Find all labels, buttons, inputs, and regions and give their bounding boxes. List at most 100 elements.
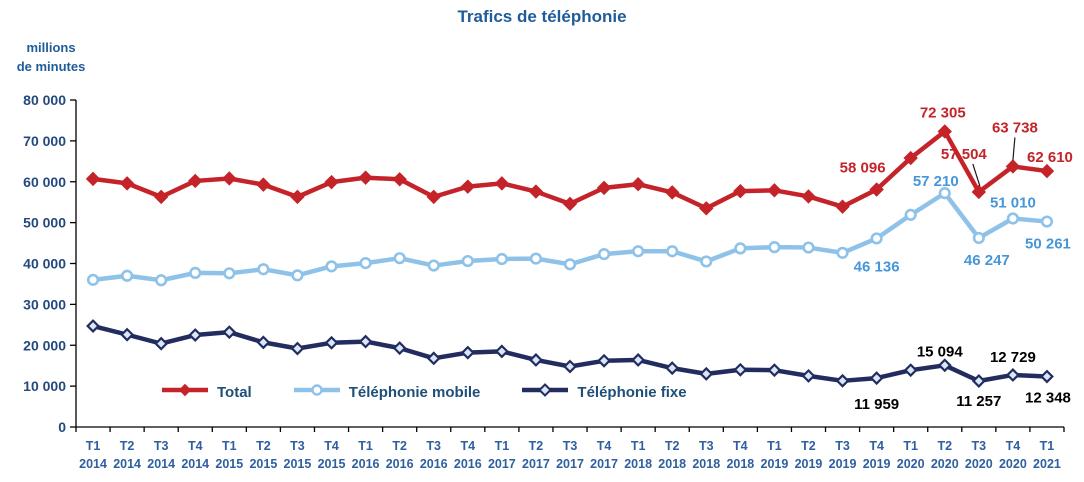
legend-item-total: Total <box>160 382 252 403</box>
svg-text:2015: 2015 <box>249 457 277 471</box>
legend-item-fixe: Téléphonie fixe <box>520 382 687 403</box>
mobile-legend-swatch <box>293 384 340 396</box>
data-label-mobile: 57 210 <box>913 173 959 190</box>
legend-label-mobile: Téléphonie mobile <box>348 384 481 401</box>
svg-text:T4: T4 <box>597 439 612 453</box>
svg-text:T1: T1 <box>903 439 918 453</box>
series-markers-fixe <box>86 319 1054 388</box>
svg-text:2020: 2020 <box>897 457 925 471</box>
y-axis-unit-line1: millions <box>26 40 76 55</box>
series-markers-mobile <box>86 187 1054 287</box>
y-axis-tick-labels: 0 10 000 20 000 30 000 40 000 50 000 60 000 70 … <box>23 92 76 435</box>
data-label-total: 58 096 <box>840 160 886 177</box>
svg-text:2018: 2018 <box>624 457 652 471</box>
svg-text:20 000: 20 000 <box>23 337 66 353</box>
data-label-total: 72 305 <box>920 104 966 121</box>
svg-text:2016: 2016 <box>454 457 482 471</box>
svg-text:T1: T1 <box>1040 439 1055 453</box>
svg-text:T3: T3 <box>426 439 441 453</box>
svg-text:2015: 2015 <box>284 457 312 471</box>
svg-text:T1: T1 <box>86 439 101 453</box>
svg-text:2019: 2019 <box>795 457 823 471</box>
svg-text:T1: T1 <box>631 439 646 453</box>
svg-text:T3: T3 <box>154 439 169 453</box>
svg-text:2017: 2017 <box>590 457 618 471</box>
svg-text:2016: 2016 <box>352 457 380 471</box>
svg-text:T4: T4 <box>869 439 884 453</box>
svg-text:T1: T1 <box>767 439 782 453</box>
svg-text:T3: T3 <box>699 439 714 453</box>
svg-text:T2: T2 <box>529 439 544 453</box>
svg-text:T4: T4 <box>1006 439 1021 453</box>
legend-item-mobile: Téléphonie mobile <box>292 382 481 403</box>
svg-text:2014: 2014 <box>113 457 141 471</box>
svg-text:2014: 2014 <box>147 457 175 471</box>
x-axis-tick-labels: T1 2014 T2 2014 T3 2014 T4 2014 T1 2015 T2 2015 T3 20… <box>75 427 1065 471</box>
chart-legend: Total Téléphonie mobile Téléphonie fixe <box>160 382 687 403</box>
data-label-total: 57 504 <box>941 146 988 163</box>
svg-text:2016: 2016 <box>420 457 448 471</box>
svg-text:2015: 2015 <box>318 457 346 471</box>
data-label-fixe: 11 257 <box>956 393 1001 410</box>
data-label-fixe: 12 348 <box>1025 390 1071 407</box>
svg-text:0: 0 <box>58 419 66 435</box>
y-axis-unit-label: millions de minutes <box>6 38 96 76</box>
legend-label-total: Total <box>217 384 252 401</box>
svg-text:2018: 2018 <box>658 457 686 471</box>
svg-text:2015: 2015 <box>215 457 243 471</box>
data-label-mobile: 46 247 <box>964 252 1010 269</box>
series-markers-total <box>85 124 1055 216</box>
svg-text:2020: 2020 <box>931 457 959 471</box>
fixe-legend-swatch <box>522 383 569 397</box>
svg-text:70 000: 70 000 <box>23 133 66 149</box>
svg-text:T2: T2 <box>392 439 407 453</box>
svg-text:T2: T2 <box>256 439 271 453</box>
svg-text:2018: 2018 <box>726 457 754 471</box>
data-label-total: 63 738 <box>992 119 1038 136</box>
svg-text:T2: T2 <box>120 439 135 453</box>
mobile-series-marker-icon <box>292 382 342 403</box>
data-label-fixe: 12 729 <box>990 349 1036 366</box>
series-data-labels-fixe: 11 959 15 094 11 257 12 729 12 348 <box>854 343 1071 413</box>
svg-text:60 000: 60 000 <box>23 174 66 190</box>
legend-label-fixe: Téléphonie fixe <box>577 384 687 401</box>
data-label-mobile: 50 261 <box>1025 236 1071 253</box>
data-label-fixe: 15 094 <box>917 343 964 360</box>
svg-text:T4: T4 <box>324 439 339 453</box>
svg-text:2016: 2016 <box>386 457 414 471</box>
series-mobile <box>86 187 1054 287</box>
svg-text:2020: 2020 <box>999 457 1027 471</box>
data-label-fixe: 11 959 <box>854 396 899 413</box>
data-label-mobile: 46 136 <box>854 258 900 275</box>
svg-text:10 000: 10 000 <box>23 378 66 394</box>
svg-text:2019: 2019 <box>863 457 891 471</box>
svg-text:T3: T3 <box>563 439 578 453</box>
svg-text:T4: T4 <box>188 439 203 453</box>
svg-text:T1: T1 <box>222 439 237 453</box>
svg-text:T1: T1 <box>495 439 510 453</box>
series-data-labels-mobile: 46 136 57 210 46 247 51 010 50 261 <box>854 173 1071 275</box>
svg-text:30 000: 30 000 <box>23 296 66 312</box>
data-label-mobile: 51 010 <box>990 194 1036 211</box>
svg-text:T3: T3 <box>972 439 987 453</box>
svg-text:2019: 2019 <box>829 457 857 471</box>
y-axis-unit-line2: de minutes <box>16 59 86 74</box>
svg-text:50 000: 50 000 <box>23 215 66 231</box>
data-label-total: 62 610 <box>1027 149 1073 166</box>
svg-text:2017: 2017 <box>522 457 550 471</box>
svg-text:T4: T4 <box>460 439 475 453</box>
svg-text:2019: 2019 <box>761 457 789 471</box>
chart-title: Trafics de téléphonie <box>457 7 627 26</box>
svg-text:T2: T2 <box>801 439 816 453</box>
svg-text:40 000: 40 000 <box>23 256 66 272</box>
series-total <box>85 124 1055 216</box>
total-series-marker-icon <box>160 382 210 403</box>
svg-text:T1: T1 <box>358 439 373 453</box>
svg-text:80 000: 80 000 <box>23 92 66 108</box>
svg-text:T3: T3 <box>835 439 850 453</box>
svg-text:2017: 2017 <box>488 457 516 471</box>
fixe-series-marker-icon <box>520 382 570 403</box>
